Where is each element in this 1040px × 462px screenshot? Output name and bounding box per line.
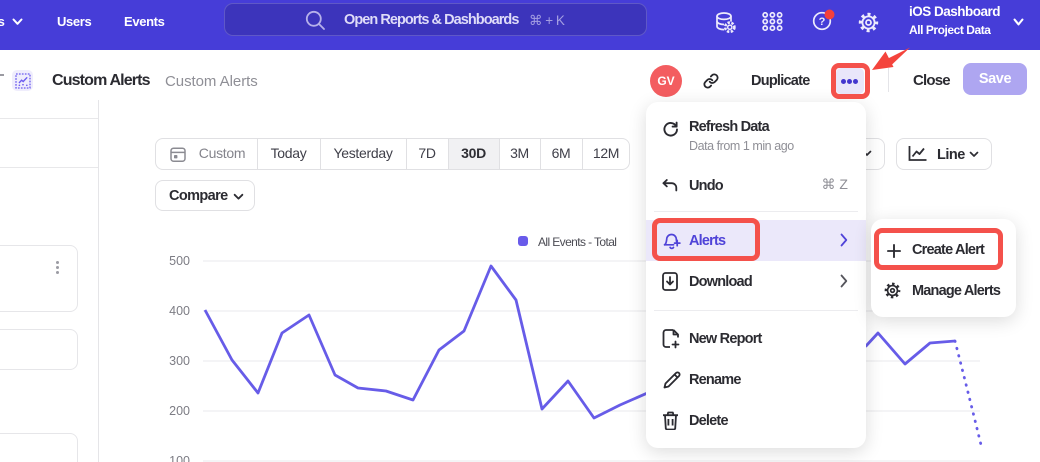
- svg-text:400: 400: [169, 304, 190, 318]
- svg-text:500: 500: [169, 254, 190, 268]
- svg-text:300: 300: [169, 354, 190, 368]
- svg-text:200: 200: [169, 404, 190, 418]
- svg-text:?: ?: [819, 16, 826, 28]
- svg-text:100: 100: [169, 454, 190, 462]
